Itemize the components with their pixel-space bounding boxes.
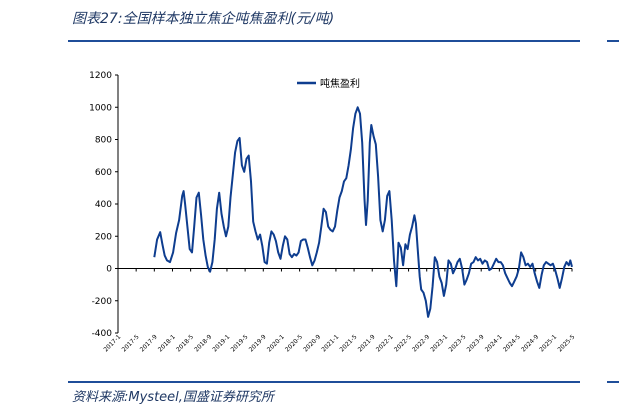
bottom-rule: [68, 381, 580, 383]
chart-title: 图表27:全国样本独立焦企吨焦盈利(元/吨): [72, 11, 335, 27]
x-tick-label: 2022-9: [411, 333, 431, 353]
x-tick-label: 2023-5: [447, 333, 467, 353]
x-tick-label: 2021-9: [357, 333, 377, 353]
y-tick-label: -400: [92, 329, 113, 339]
y-tick-label: 0: [106, 265, 112, 275]
y-tick-label: 800: [95, 136, 112, 146]
x-tick-label: 2021-5: [339, 333, 359, 353]
y-tick-label: 600: [95, 168, 112, 178]
x-tick-label: 2019-5: [230, 333, 250, 353]
x-tick-label: 2021-1: [320, 333, 340, 353]
x-tick-label: 2018-5: [175, 333, 195, 353]
y-tick-label: 200: [95, 232, 112, 242]
x-tick-label: 2020-5: [284, 333, 304, 353]
x-tick-label: 2023-1: [429, 333, 449, 353]
x-tick-label: 2019-1: [211, 333, 231, 353]
x-axis: 2017-12017-52017-92018-12018-52018-92019…: [102, 268, 577, 353]
x-tick-label: 2019-9: [248, 333, 268, 353]
series-line-0: [153, 106, 573, 318]
top-rule-stub: [607, 40, 619, 42]
x-tick-label: 2025-5: [556, 333, 576, 353]
x-tick-label: 2018-1: [157, 333, 177, 353]
x-tick-label: 2020-1: [266, 333, 286, 353]
y-tick-label: 1000: [89, 103, 112, 113]
x-tick-label: 2017-5: [121, 333, 141, 353]
source-note: 资料来源:Mysteel,国盛证券研究所: [72, 390, 274, 405]
x-tick-label: 2024-1: [484, 333, 504, 353]
bottom-rule-stub: [607, 381, 619, 383]
top-rule: [68, 40, 580, 42]
x-tick-label: 2020-9: [302, 333, 322, 353]
x-tick-label: 2018-9: [193, 333, 213, 353]
x-tick-label: 2024-5: [502, 333, 522, 353]
x-tick-label: 2017-9: [139, 333, 159, 353]
y-tick-label: -200: [92, 297, 113, 307]
y-axis: -400 -200 0 200 400 600 800 1000 1200: [89, 71, 119, 339]
legend-label: 吨焦盈利: [320, 77, 360, 90]
y-tick-label: 400: [95, 200, 112, 210]
series-layer: [153, 106, 573, 318]
x-tick-label: 2022-1: [375, 333, 395, 353]
x-tick-label: 2022-5: [393, 333, 413, 353]
x-tick-label: 2023-9: [466, 333, 486, 353]
x-tick-label: 2025-1: [538, 333, 558, 353]
x-tick-label: 2024-9: [520, 333, 540, 353]
y-tick-label: 1200: [89, 71, 112, 81]
legend: 吨焦盈利: [297, 77, 360, 90]
